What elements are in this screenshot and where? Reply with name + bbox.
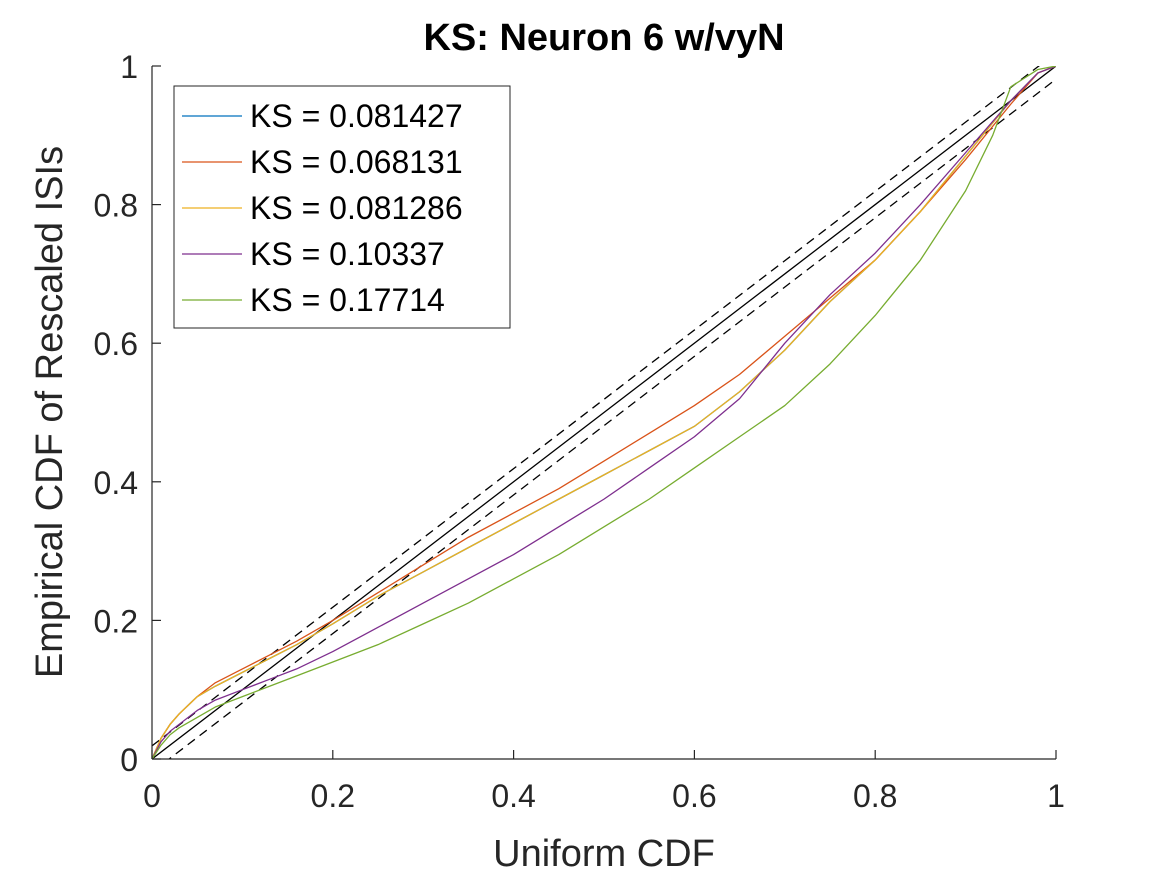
y-axis-label: Empirical CDF of Rescaled ISIs [29,146,71,678]
x-ticks: 0 0.2 0.4 0.6 0.8 1 [143,750,1065,814]
reference-lines [152,66,1056,759]
axes [151,66,1056,760]
legend-label: KS = 0.10337 [250,236,445,272]
reference-line-solid-0 [152,66,1056,759]
x-axis-label: Uniform CDF [493,833,715,875]
series-lines [152,66,1056,759]
series-line-4 [152,66,1056,759]
series-line-3 [152,66,1056,759]
chart-title: KS: Neuron 6 w/vyN [423,17,784,59]
y-tick-label: 0 [120,742,138,778]
y-ticks: 0 0.2 0.4 0.6 0.8 1 [94,49,161,778]
legend-label: KS = 0.068131 [250,144,463,180]
x-tick-label: 0.8 [853,778,897,814]
x-tick-label: 1 [1047,778,1065,814]
legend-label: KS = 0.081427 [250,98,463,134]
y-tick-label: 1 [120,49,138,85]
legend: KS = 0.081427 KS = 0.068131 KS = 0.081286 K… [173,85,511,329]
reference-line-dashed-1 [152,66,1040,747]
x-tick-label: 0.4 [491,778,535,814]
reference-line-dashed-2 [168,78,1056,759]
legend-box [173,85,511,329]
y-tick-label: 0.8 [94,188,138,224]
x-tick-label: 0.2 [311,778,355,814]
x-tick-label: 0.6 [672,778,716,814]
series-line-5 [152,66,1056,759]
x-tick-label: 0 [143,778,161,814]
y-tick-label: 0.2 [94,603,138,639]
legend-label: KS = 0.081286 [250,190,463,226]
y-tick-label: 0.4 [94,465,138,501]
legend-label: KS = 0.17714 [250,282,445,318]
y-tick-label: 0.6 [94,326,138,362]
